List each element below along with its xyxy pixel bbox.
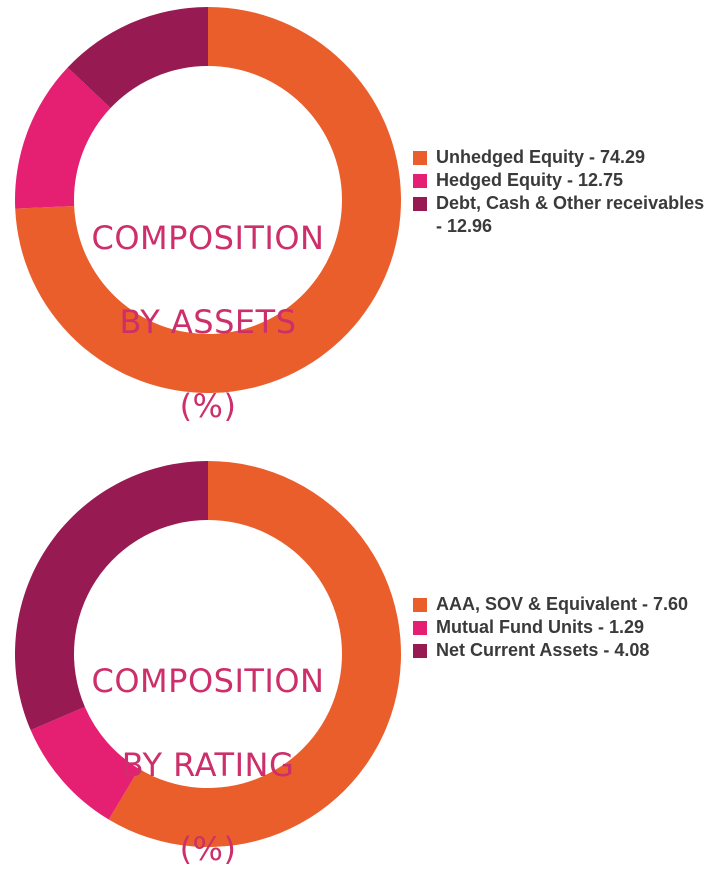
legend-swatch <box>413 644 427 658</box>
legend-swatch <box>413 621 427 635</box>
chart-title-rating: COMPOSITION BY RATING (%) <box>45 618 371 870</box>
donut-slice-debt-cash-other-receivables <box>67 7 209 109</box>
legend-swatch <box>413 174 427 188</box>
donut-slice-hedged-equity <box>14 67 111 209</box>
title-line: (%) <box>179 387 237 425</box>
legend-item: Debt, Cash & Other receivables - 12.96 <box>413 192 713 238</box>
donut-slice-aaa-sov-equivalent <box>108 461 401 847</box>
donut-slice-unhedged-equity <box>15 7 401 393</box>
legend-label: Debt, Cash & Other receivables - 12.96 <box>436 193 705 236</box>
legend-label: Unhedged Equity - 74.29 <box>436 147 646 167</box>
title-line: BY ASSETS <box>119 303 297 341</box>
legend-item: Net Current Assets - 4.08 <box>413 639 713 662</box>
legend-item: Hedged Equity - 12.75 <box>413 169 713 192</box>
legend-rating: AAA, SOV & Equivalent - 7.60 Mutual Fund… <box>413 593 713 662</box>
legend-label: Net Current Assets - 4.08 <box>436 640 650 660</box>
donut-slice-mutual-fund-units <box>30 706 140 820</box>
legend-label: Hedged Equity - 12.75 <box>436 170 624 190</box>
donut-slice-net-current-assets <box>14 461 208 731</box>
donut-chart-assets <box>14 7 401 393</box>
title-line: COMPOSITION <box>91 662 325 700</box>
legend-swatch <box>413 151 427 165</box>
legend-assets: Unhedged Equity - 74.29 Hedged Equity - … <box>413 146 713 238</box>
title-line: BY RATING <box>121 746 295 784</box>
legend-item: Unhedged Equity - 74.29 <box>413 146 713 169</box>
legend-swatch <box>413 197 427 211</box>
donut-chart-rating <box>14 461 401 847</box>
legend-item: Mutual Fund Units - 1.29 <box>413 616 713 639</box>
title-line: COMPOSITION <box>91 219 325 257</box>
legend-label: AAA, SOV & Equivalent - 7.60 <box>436 594 689 614</box>
composition-by-assets-chart: COMPOSITION BY ASSETS (%) Unhedged Equit… <box>0 0 718 425</box>
legend-swatch <box>413 598 427 612</box>
title-line: (%) <box>179 830 237 868</box>
legend-label: Mutual Fund Units - 1.29 <box>436 617 645 637</box>
composition-by-rating-chart: COMPOSITION BY RATING (%) AAA, SOV & Equ… <box>0 454 718 868</box>
chart-title-assets: COMPOSITION BY ASSETS (%) <box>45 175 371 427</box>
legend-item: AAA, SOV & Equivalent - 7.60 <box>413 593 713 616</box>
